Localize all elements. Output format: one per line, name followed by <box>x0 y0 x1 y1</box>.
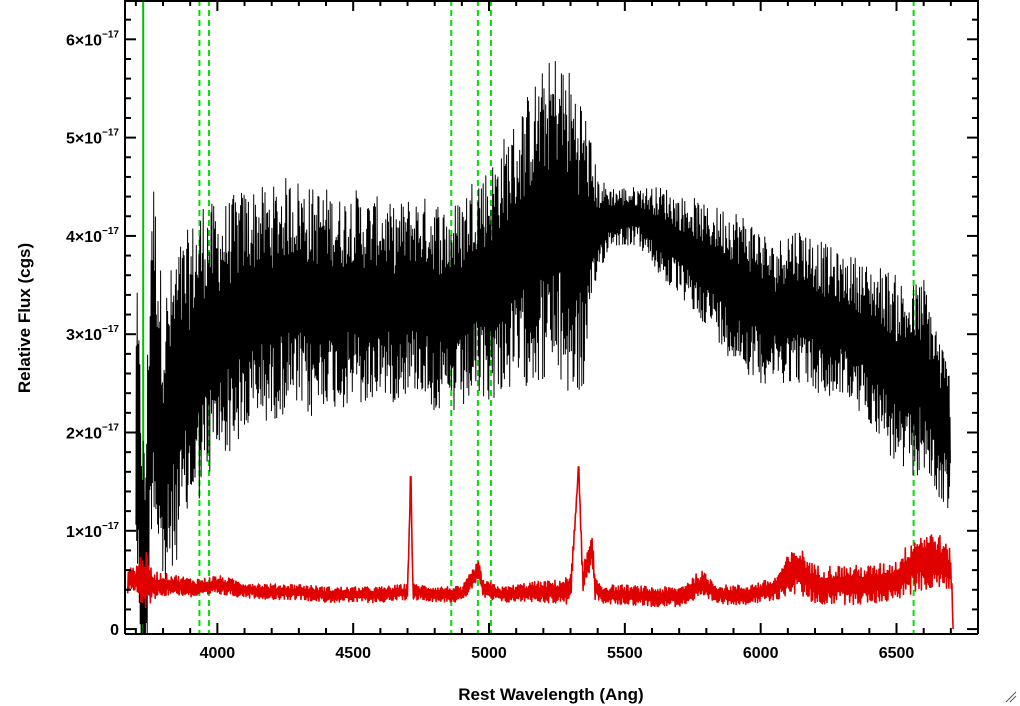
y-tick-label: 0 <box>110 622 119 639</box>
y-tick-label: 6×10−17 <box>66 29 119 49</box>
x-tick-label: 5000 <box>471 645 507 662</box>
x-tick-label: 5500 <box>607 645 643 662</box>
y-tick-label: 5×10−17 <box>66 128 119 148</box>
x-tick-label: 6000 <box>743 645 779 662</box>
y-tick-label: 2×10−17 <box>66 422 119 442</box>
x-tick-label: 6500 <box>879 645 915 662</box>
ticks <box>125 0 979 634</box>
series-layer <box>126 61 954 635</box>
y-tick-label: 1×10−17 <box>66 521 119 541</box>
x-axis-title: Rest Wavelength (Ang) <box>458 685 643 704</box>
resize-grip-icon <box>1005 691 1017 703</box>
axes <box>124 0 979 635</box>
y-tick-label: 3×10−17 <box>66 324 119 344</box>
x-tick-label: 4000 <box>200 645 236 662</box>
y-axis-title: Relative Flux (cgs) <box>15 243 34 393</box>
x-tick-label: 4500 <box>335 645 371 662</box>
y-tick-label: 4×10−17 <box>66 226 119 246</box>
error-series <box>126 466 954 630</box>
spectrum-series <box>135 61 951 635</box>
tick-labels: 4000 4500 5000 5500 6000 6500 0 1×10−17 2×10−17 3… <box>66 29 914 662</box>
